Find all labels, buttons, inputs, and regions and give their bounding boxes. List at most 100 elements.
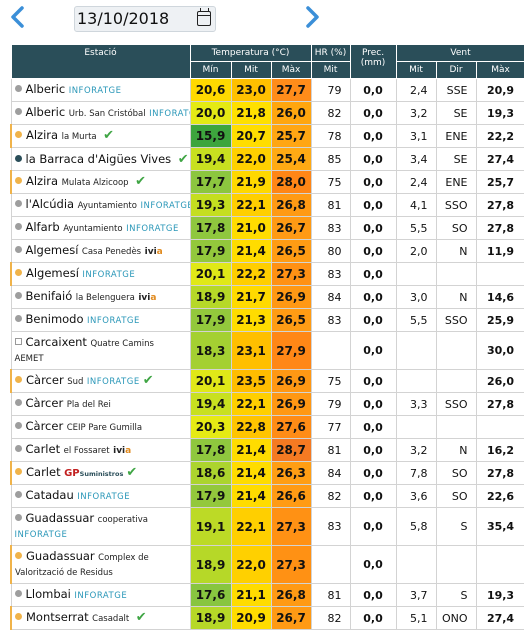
- station-name[interactable]: Benimodo: [25, 312, 84, 326]
- wind-dir: S: [435, 583, 477, 607]
- station-row[interactable]: Montserrat Casadalt ✔ 18,9 20,9 26,7 82 0,0 5,…: [10, 606, 524, 630]
- station-row[interactable]: Carlet GPSuministros ✔ 18,6 21,4 26,3 84 0,0 7,…: [10, 461, 524, 485]
- calendar-icon[interactable]: [197, 8, 211, 26]
- station-name[interactable]: Carlet: [26, 465, 61, 479]
- station-row[interactable]: Catadau INFORATGE 17,9 21,4 26,6 82 0,0 3,6 SO 2…: [10, 484, 524, 508]
- station-name[interactable]: Càrcer: [25, 419, 64, 433]
- station-cell[interactable]: Alzira la Murta ✔: [10, 124, 191, 148]
- station-row[interactable]: Guadassuar Complex de Valorització de Re…: [10, 545, 524, 584]
- station-row[interactable]: Càrcer CEIP Pare Gumilla 20,3 22,8 27,6 77 0…: [10, 415, 524, 439]
- station-row[interactable]: Alberic INFORATGE 20,6 23,0 27,7 79 0,0 2,4 SSE…: [10, 78, 524, 102]
- station-row[interactable]: Carcaixent Quatre Camins AEMET 18,3 23,1 27…: [10, 331, 524, 370]
- station-row[interactable]: la Barraca d'Aigües Vives ✔ 19,4 22,0 25,4 8…: [10, 147, 524, 171]
- station-name[interactable]: Alzira: [26, 174, 59, 188]
- header-hr-mit[interactable]: Mit: [310, 61, 351, 79]
- station-name[interactable]: Algemesí: [25, 243, 79, 257]
- station-name[interactable]: Càrcer: [25, 396, 64, 410]
- temp-max: 26,9: [270, 369, 312, 393]
- wind-dir: SO: [435, 461, 477, 485]
- station-sublocation-2: Valorització de Residus: [15, 568, 113, 578]
- wind-dir: SO: [435, 216, 477, 240]
- wind-mit: 3,1: [395, 124, 437, 148]
- station-name[interactable]: l'Alcúdia: [25, 197, 75, 211]
- station-cell[interactable]: Benifaió la Belenguera ivia: [10, 285, 191, 309]
- station-cell[interactable]: Guadassuar cooperativa INFORATGE: [10, 507, 191, 546]
- station-row[interactable]: Carlet el Fossaret ivia 17,8 21,4 28,7 81 0,0…: [10, 438, 524, 462]
- station-name[interactable]: Guadassuar: [25, 511, 95, 525]
- station-name[interactable]: Benifaió: [25, 289, 73, 303]
- temp-max: 27,3: [270, 507, 312, 546]
- station-name[interactable]: la Barraca d'Aigües Vives: [25, 151, 172, 166]
- station-cell[interactable]: Carlet GPSuministros ✔: [10, 461, 191, 485]
- station-cell[interactable]: Algemesí Casa Penedès ivia: [10, 239, 191, 263]
- station-cell[interactable]: Càrcer Sud INFORATGE ✔: [10, 369, 191, 393]
- temp-min: 19,4: [189, 392, 232, 416]
- station-cell[interactable]: l'Alcúdia Ayuntamiento INFORATGE: [10, 193, 191, 217]
- humidity: 75: [310, 170, 351, 194]
- station-cell[interactable]: Algemesí INFORATGE: [10, 262, 191, 286]
- chevron-left-icon: [11, 6, 24, 28]
- humidity: 77: [310, 415, 351, 439]
- station-cell[interactable]: la Barraca d'Aigües Vives ✔: [10, 147, 191, 171]
- temp-mit: 21,4: [230, 484, 272, 508]
- wind-dir: [435, 369, 477, 393]
- station-cell[interactable]: Catadau INFORATGE: [10, 484, 191, 508]
- station-cell[interactable]: Montserrat Casadalt ✔: [10, 606, 191, 630]
- station-cell[interactable]: Alberic Urb. San Cristóbal INFORATGE: [10, 101, 191, 125]
- station-row[interactable]: Algemesí Casa Penedès ivia 17,9 21,4 26,5 80…: [10, 239, 524, 263]
- station-row[interactable]: Algemesí INFORATGE 20,1 22,2 27,3 83 0,0: [10, 262, 524, 286]
- header-temp-min[interactable]: Mín: [189, 61, 232, 79]
- header-temp-max[interactable]: Màx: [270, 61, 312, 79]
- station-row[interactable]: Benimodo INFORATGE 17,9 21,3 26,5 83 0,0 5,5 SS…: [10, 308, 524, 332]
- prev-day-button[interactable]: [6, 2, 30, 32]
- station-row[interactable]: Alfarb Ayuntamiento INFORATGE 17,8 21,0 26,…: [10, 216, 524, 240]
- date-input[interactable]: 13/10/2018: [74, 6, 216, 32]
- station-cell[interactable]: Càrcer Pla del Rei: [10, 392, 191, 416]
- header-wind-mit[interactable]: Mit: [395, 61, 437, 79]
- station-name[interactable]: Alzira: [26, 128, 59, 142]
- station-row[interactable]: l'Alcúdia Ayuntamiento INFORATGE 19,3 22,1…: [10, 193, 524, 217]
- station-row[interactable]: Alberic Urb. San Cristóbal INFORATGE20,0…: [10, 101, 524, 125]
- station-sublocation-2: AEMET: [14, 354, 44, 364]
- station-cell[interactable]: Carlet el Fossaret ivia: [10, 438, 191, 462]
- station-cell[interactable]: Llombai INFORATGE: [10, 583, 191, 607]
- station-name[interactable]: Carcaixent: [25, 335, 87, 349]
- next-day-button[interactable]: [300, 2, 324, 32]
- station-name[interactable]: Llombai: [25, 587, 71, 601]
- station-name[interactable]: Algemesí: [26, 266, 79, 280]
- station-row[interactable]: Benifaió la Belenguera ivia 18,9 21,7 26,9 8…: [10, 285, 524, 309]
- station-name[interactable]: Alfarb: [25, 220, 60, 234]
- station-cell[interactable]: Alzira Mulata Alzicoop ✔: [10, 170, 191, 194]
- wind-dir: [435, 415, 477, 439]
- header-temp-mit[interactable]: Mit: [230, 61, 272, 79]
- temp-min: 18,6: [189, 461, 232, 485]
- station-row[interactable]: Càrcer Pla del Rei 19,4 22,1 26,9 79 0,0 3,3 S…: [10, 392, 524, 416]
- station-row[interactable]: Alzira Mulata Alzicoop ✔ 17,7 21,9 28,0 75 0,…: [10, 170, 524, 194]
- temp-mit: 20,9: [230, 606, 272, 630]
- station-cell[interactable]: Guadassuar Complex de Valorització de Re…: [10, 545, 191, 584]
- station-cell[interactable]: Benimodo INFORATGE: [10, 308, 191, 332]
- station-row[interactable]: Guadassuar cooperativa INFORATGE 19,1 22,1…: [10, 507, 524, 546]
- station-row[interactable]: Càrcer Sud INFORATGE ✔ 20,1 23,5 26,9 75 0,0 26…: [10, 369, 524, 393]
- station-cell[interactable]: Carcaixent Quatre Camins AEMET: [10, 331, 191, 370]
- station-cell[interactable]: Alberic INFORATGE: [10, 78, 191, 102]
- station-cell[interactable]: Càrcer CEIP Pare Gumilla: [10, 415, 191, 439]
- station-name[interactable]: Guadassuar: [26, 549, 95, 563]
- header-wind-dir[interactable]: Dir: [435, 61, 477, 79]
- station-row[interactable]: Llombai INFORATGE 17,6 21,1 26,8 81 0,0 3,7 S 19…: [10, 583, 524, 607]
- header-estacio[interactable]: Estació: [10, 44, 191, 79]
- temp-mit: 21,8: [230, 101, 272, 125]
- station-name[interactable]: Càrcer: [26, 373, 64, 387]
- humidity: 83: [310, 216, 351, 240]
- station-name[interactable]: Alberic: [25, 82, 66, 96]
- station-row[interactable]: Alzira la Murta ✔ 15,9 20,7 25,7 78 0,0 3,1 ENE…: [10, 124, 524, 148]
- wind-mit: 2,4: [395, 170, 437, 194]
- station-name[interactable]: Alberic: [25, 105, 66, 119]
- station-name[interactable]: Catadau: [25, 488, 74, 502]
- header-precipitation[interactable]: Prec. (mm): [349, 44, 397, 79]
- header-wind-max[interactable]: Màx: [475, 61, 524, 79]
- station-name[interactable]: Montserrat: [26, 610, 89, 624]
- temp-mit: 21,4: [230, 461, 272, 485]
- station-name[interactable]: Carlet: [25, 442, 61, 456]
- station-cell[interactable]: Alfarb Ayuntamiento INFORATGE: [10, 216, 191, 240]
